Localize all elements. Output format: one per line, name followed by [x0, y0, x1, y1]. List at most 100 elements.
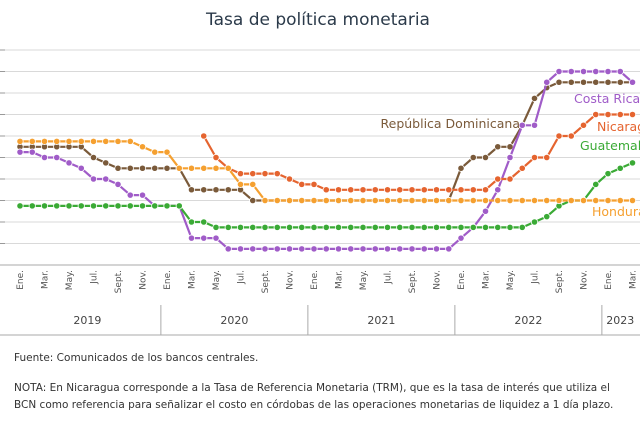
- data-point-guatemala: [628, 159, 637, 167]
- data-point-honduras: [298, 196, 306, 205]
- data-point-honduras: [224, 164, 232, 172]
- data-point-costa-rica: [334, 245, 343, 253]
- data-point-guatemala: [16, 202, 24, 210]
- series-line-guatemala: [20, 161, 633, 229]
- data-point-costa-rica: [494, 186, 502, 194]
- data-point-honduras: [543, 196, 551, 205]
- data-point-costa-rica: [530, 121, 539, 129]
- data-point-republica-dominicana: [200, 186, 208, 194]
- data-point-costa-rica: [273, 245, 281, 253]
- data-point-republica-dominicana: [187, 186, 196, 194]
- data-point-guatemala: [518, 223, 526, 231]
- data-point-republica-dominicana: [592, 78, 600, 86]
- data-point-republica-dominicana: [567, 78, 575, 86]
- data-point-guatemala: [494, 223, 502, 231]
- data-point-honduras: [89, 137, 98, 145]
- data-point-costa-rica: [102, 175, 110, 183]
- data-point-guatemala: [408, 223, 416, 231]
- data-point-honduras: [506, 196, 514, 205]
- data-point-honduras: [518, 196, 526, 205]
- x-tick-label: Jul.: [384, 270, 394, 285]
- data-point-honduras: [114, 137, 122, 145]
- data-point-guatemala: [77, 202, 85, 210]
- data-point-nicaragua: [469, 186, 477, 194]
- x-tick-label: Nov.: [580, 270, 590, 290]
- data-point-costa-rica: [28, 148, 36, 156]
- data-point-republica-dominicana: [163, 164, 171, 172]
- data-point-honduras: [151, 148, 159, 156]
- data-point-honduras: [334, 196, 343, 205]
- data-point-honduras: [432, 196, 441, 205]
- data-point-guatemala: [420, 223, 428, 231]
- series-guatemala: [16, 159, 637, 231]
- data-point-honduras: [481, 196, 490, 205]
- x-tick-label: Mar.: [188, 270, 198, 289]
- data-point-costa-rica: [249, 245, 257, 253]
- data-point-honduras: [371, 196, 379, 205]
- data-point-costa-rica: [616, 67, 624, 76]
- data-point-guatemala: [481, 223, 490, 231]
- chart-title: Tasa de política monetaria: [205, 10, 430, 30]
- data-point-costa-rica: [383, 245, 392, 253]
- data-point-nicaragua: [396, 186, 404, 194]
- data-point-honduras: [285, 196, 294, 205]
- data-point-costa-rica: [457, 234, 465, 242]
- x-tick-label: Nov.: [139, 270, 149, 290]
- year-label: 2022: [514, 314, 542, 327]
- data-point-costa-rica: [114, 180, 122, 188]
- x-tick-label: Mar.: [41, 270, 51, 289]
- data-point-costa-rica: [285, 245, 294, 253]
- data-point-nicaragua: [579, 121, 588, 129]
- data-point-costa-rica: [40, 153, 49, 162]
- data-point-guatemala: [310, 223, 318, 231]
- data-point-nicaragua: [285, 175, 294, 183]
- data-point-guatemala: [89, 202, 98, 210]
- data-point-costa-rica: [518, 121, 526, 129]
- data-point-guatemala: [53, 202, 61, 210]
- data-point-honduras: [187, 164, 196, 172]
- data-point-costa-rica: [604, 67, 612, 76]
- data-point-nicaragua: [371, 186, 379, 194]
- data-point-guatemala: [506, 223, 514, 231]
- data-point-nicaragua: [616, 110, 624, 119]
- data-point-republica-dominicana: [494, 143, 502, 151]
- data-point-costa-rica: [77, 164, 85, 172]
- x-tick-label: Mar.: [629, 270, 639, 289]
- data-point-honduras: [249, 180, 257, 188]
- x-tick-label: Nov.: [433, 270, 443, 290]
- data-point-honduras: [212, 164, 220, 172]
- data-point-nicaragua: [310, 180, 318, 188]
- data-point-guatemala: [322, 223, 330, 231]
- x-tick-label: May.: [212, 270, 222, 290]
- year-label: 2020: [220, 314, 248, 327]
- data-point-guatemala: [469, 223, 477, 231]
- data-point-costa-rica: [543, 78, 551, 86]
- data-point-honduras: [567, 196, 575, 205]
- data-point-nicaragua: [457, 186, 465, 194]
- data-point-honduras: [469, 196, 477, 205]
- data-point-costa-rica: [371, 245, 379, 253]
- data-point-honduras: [445, 196, 453, 205]
- data-point-nicaragua: [604, 110, 612, 119]
- data-point-honduras: [396, 196, 404, 205]
- data-point-republica-dominicana: [126, 164, 134, 172]
- data-point-honduras: [579, 196, 588, 205]
- data-point-costa-rica: [567, 67, 575, 76]
- data-point-honduras: [628, 196, 637, 205]
- data-point-nicaragua: [420, 186, 428, 194]
- data-point-guatemala: [543, 213, 551, 221]
- data-point-guatemala: [445, 223, 453, 231]
- data-point-nicaragua: [261, 170, 269, 178]
- data-point-guatemala: [530, 218, 539, 226]
- data-point-republica-dominicana: [224, 186, 232, 194]
- x-tick-label: Sept.: [114, 270, 124, 293]
- x-tick-label: Jul.: [531, 270, 541, 285]
- data-point-republica-dominicana: [481, 153, 490, 162]
- source-note: Fuente: Comunicados de los bancos centra…: [14, 352, 259, 364]
- data-point-nicaragua: [200, 132, 208, 140]
- data-point-costa-rica: [579, 67, 588, 76]
- data-point-guatemala: [114, 202, 122, 210]
- x-tick-label: Ene.: [163, 270, 173, 290]
- x-tick-label: Ene.: [604, 270, 614, 290]
- x-tick-label: Jul.: [90, 270, 100, 285]
